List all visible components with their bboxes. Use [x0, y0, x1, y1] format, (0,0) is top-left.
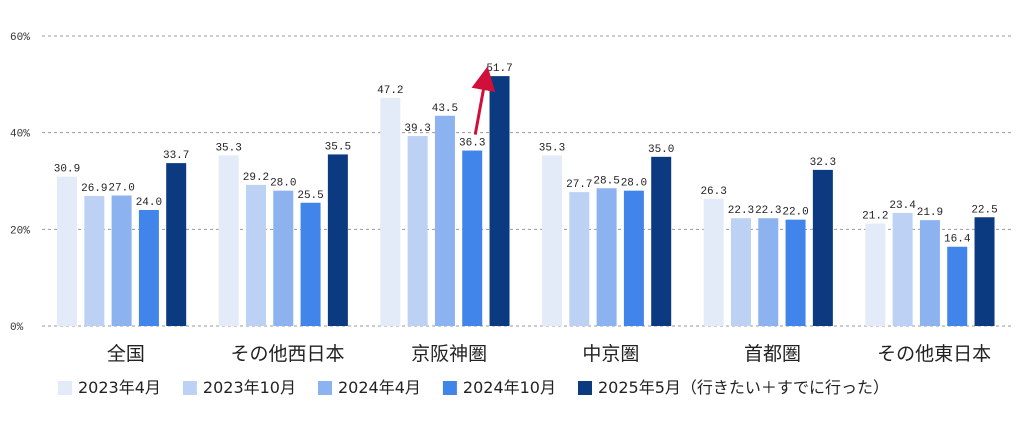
bar [434, 115, 455, 326]
legend-label: 2024年10月 [463, 378, 556, 397]
data-label: 26.3 [700, 186, 726, 198]
data-label: 30.9 [54, 164, 80, 176]
legend: 2023年4月 2023年10月 2024年4月 2024年10月 2025年5月（行き… [58, 378, 889, 397]
data-label: 22.3 [755, 205, 781, 217]
data-label: 33.7 [163, 150, 189, 162]
data-label: 35.0 [648, 144, 674, 156]
data-label: 23.4 [889, 200, 916, 212]
legend-label: 2023年4月 [78, 378, 161, 397]
bar [166, 163, 187, 326]
bar [380, 97, 401, 326]
bar [703, 198, 724, 326]
y-tick-label: 60% [10, 32, 30, 44]
data-label: 28.0 [270, 178, 296, 190]
bar [596, 188, 617, 326]
bar [785, 219, 806, 326]
legend-swatch [58, 381, 72, 395]
legend-label: 2025年5月（行きたい＋すでに行った） [598, 378, 889, 397]
category-label: 京阪神圏 [411, 343, 487, 365]
category-label: 全国 [107, 343, 145, 365]
bar [569, 192, 590, 326]
category-label: 首都圏 [744, 343, 801, 365]
legend-label: 2024年4月 [338, 378, 421, 397]
data-label: 21.2 [862, 211, 888, 223]
data-label: 35.3 [215, 142, 241, 154]
bar [974, 217, 995, 326]
data-label: 27.0 [108, 183, 134, 195]
bar [327, 154, 348, 326]
y-tick-label: 40% [10, 129, 30, 141]
data-label: 22.5 [971, 204, 997, 216]
y-tick-label: 20% [10, 225, 30, 237]
data-label: 28.0 [621, 178, 647, 190]
data-label: 26.9 [81, 183, 107, 195]
bar [919, 220, 940, 326]
legend-swatch [318, 381, 332, 395]
data-label: 24.0 [136, 197, 162, 209]
bar [489, 76, 510, 326]
data-label: 22.3 [728, 205, 754, 217]
bar [245, 184, 266, 326]
bar [865, 223, 886, 326]
bar [57, 176, 77, 326]
data-label: 36.3 [459, 138, 485, 150]
data-label: 51.7 [486, 63, 512, 75]
annotation [471, 66, 496, 135]
trend-arrow [471, 66, 496, 135]
category-label: その他東日本 [877, 343, 991, 365]
legend-swatch [182, 381, 197, 395]
bar [218, 155, 239, 326]
gridlines: 0% 20% 40% 60% [10, 32, 1012, 334]
y-tick-label: 0% [10, 322, 24, 334]
bar [300, 202, 321, 326]
bar [892, 212, 913, 326]
bar [758, 218, 779, 326]
bar [947, 246, 968, 326]
bar [623, 190, 644, 326]
data-label: 22.0 [782, 207, 808, 219]
bar [651, 156, 672, 326]
data-label: 35.3 [539, 142, 565, 154]
category-label: その他西日本 [230, 343, 344, 365]
legend-label: 2023年10月 [203, 378, 296, 397]
bar [462, 150, 483, 326]
bar [542, 155, 562, 326]
data-label: 47.2 [377, 85, 403, 97]
data-label: 16.4 [944, 234, 971, 246]
data-label: 39.3 [404, 123, 430, 135]
data-label: 35.5 [325, 141, 351, 153]
bar [138, 210, 159, 326]
data-labels: 30.926.9 27.024.033.735.329.2 28.025.535.5… [54, 63, 998, 246]
bar [730, 218, 751, 326]
bar [84, 195, 105, 326]
data-label: 27.7 [566, 179, 592, 191]
legend-swatch [442, 381, 457, 395]
data-label: 43.5 [432, 103, 458, 115]
bar [407, 136, 428, 326]
bar [111, 195, 132, 326]
data-label: 32.3 [810, 157, 836, 169]
legend-swatch [578, 381, 592, 395]
bars [57, 76, 995, 326]
bar [273, 190, 294, 326]
category-label: 中京圏 [582, 343, 639, 365]
category-labels: 全国 その他西日本 京阪神圏 中京圏 首都圏 その他東日本 [107, 343, 991, 365]
data-label: 28.5 [593, 175, 619, 187]
data-label: 29.2 [243, 172, 269, 184]
data-label: 25.5 [297, 190, 323, 202]
data-label: 21.9 [917, 207, 943, 219]
bar [812, 169, 833, 326]
